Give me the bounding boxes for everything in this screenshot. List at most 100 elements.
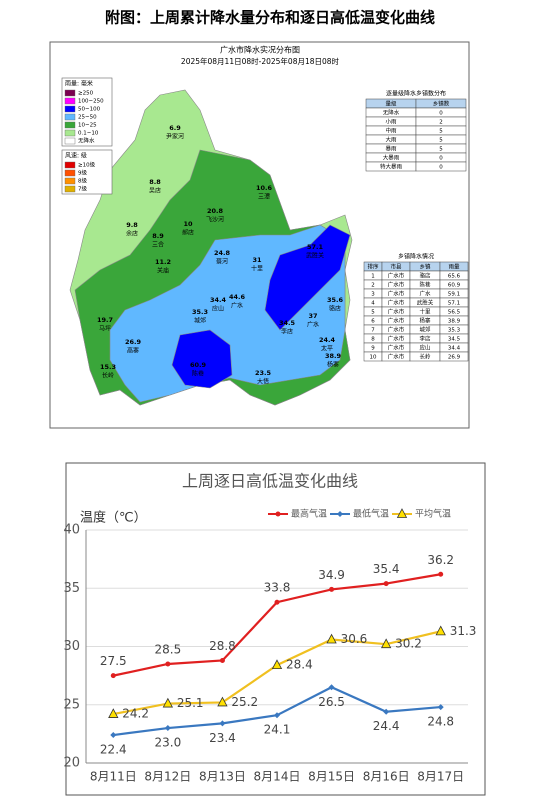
table-text: 34.4 bbox=[448, 346, 461, 352]
table-text: 4 bbox=[371, 301, 375, 307]
point bbox=[435, 625, 446, 636]
legend-label: 25~50 bbox=[78, 115, 97, 121]
station-value: 8.8 bbox=[149, 178, 161, 186]
y-axis-label: 温度（℃） bbox=[80, 510, 147, 526]
station-value: 34.4 bbox=[210, 296, 227, 304]
point bbox=[328, 684, 335, 691]
table-text: 60.9 bbox=[448, 283, 461, 289]
legend-swatch bbox=[64, 185, 76, 193]
data-label: 25.1 bbox=[177, 696, 204, 710]
table-text: 广水市 bbox=[388, 353, 405, 361]
point bbox=[383, 708, 390, 715]
data-label: 23.0 bbox=[154, 736, 181, 750]
station-value: 57.1 bbox=[307, 243, 324, 251]
table-text: 无降水 bbox=[383, 109, 400, 117]
legend-swatch bbox=[64, 113, 76, 121]
table-title: 乡镇降水情况 bbox=[398, 253, 434, 261]
point bbox=[337, 511, 343, 517]
point bbox=[274, 712, 280, 719]
station-value: 8.9 bbox=[152, 232, 164, 240]
station-value: 44.6 bbox=[229, 293, 246, 301]
table-text: 57.1 bbox=[448, 301, 460, 307]
table-text: 广水市 bbox=[388, 344, 405, 352]
legend-label: 10~25 bbox=[78, 123, 97, 129]
station-value: 15.3 bbox=[100, 363, 116, 371]
legend-title: 雨量: 毫米 bbox=[65, 80, 93, 88]
table-text: 2 bbox=[371, 283, 375, 289]
station-name: 城郊 bbox=[194, 317, 206, 325]
station-value: 20.8 bbox=[207, 207, 224, 215]
point bbox=[383, 581, 389, 587]
legend-swatch bbox=[64, 177, 76, 185]
legend-label: 平均气温 bbox=[415, 508, 451, 520]
legend-swatch bbox=[64, 137, 76, 145]
table-text: 广水 bbox=[419, 290, 431, 298]
table-text: 5 bbox=[439, 138, 443, 144]
station-value: 19.7 bbox=[97, 316, 113, 324]
station-name: 李店 bbox=[281, 328, 293, 336]
point bbox=[275, 511, 281, 517]
table-text: 骆店 bbox=[419, 272, 431, 280]
legend-swatch bbox=[64, 161, 76, 169]
table-text: 3 bbox=[371, 292, 375, 298]
table-text: 26.9 bbox=[448, 355, 461, 361]
data-label: 31.3 bbox=[450, 624, 477, 638]
legend-label: 最低气温 bbox=[353, 508, 389, 520]
y-tick-label: 35 bbox=[63, 581, 80, 596]
legend-swatch bbox=[64, 89, 76, 97]
station-name: 余店 bbox=[126, 230, 138, 238]
legend-label: 9级 bbox=[78, 169, 87, 177]
station-name: 应山 bbox=[212, 305, 224, 313]
legend-label: 无降水 bbox=[78, 137, 95, 145]
legend-label: 最高气温 bbox=[291, 508, 327, 520]
station-value: 24.8 bbox=[214, 249, 231, 257]
station-value: 38.9 bbox=[325, 352, 342, 360]
y-tick-label: 40 bbox=[63, 523, 80, 538]
station-name: 太平 bbox=[321, 345, 333, 353]
x-tick-label: 8月11日 bbox=[90, 770, 137, 784]
station-name: 杨寨 bbox=[327, 361, 339, 369]
map-region bbox=[171, 329, 233, 389]
legend-swatch bbox=[64, 105, 76, 113]
table-text: 应山 bbox=[419, 344, 430, 352]
point bbox=[219, 720, 226, 727]
table-text: 市县 bbox=[390, 263, 402, 271]
legend-label: ≥250 bbox=[78, 91, 94, 97]
point bbox=[162, 697, 174, 708]
data-label: 28.8 bbox=[209, 639, 236, 653]
station-name: 三合 bbox=[152, 241, 164, 249]
table-text: 8 bbox=[371, 337, 375, 343]
legend-label: 0.1~10 bbox=[78, 131, 99, 137]
legend-label: 7级 bbox=[78, 185, 87, 193]
x-tick-label: 8月16日 bbox=[363, 770, 410, 784]
table-text: 0 bbox=[439, 165, 443, 171]
table-text: 大暴雨 bbox=[383, 154, 400, 162]
station-value: 60.9 bbox=[190, 361, 207, 369]
map-subtitle: 2025年08月11日08时-2025年08月18日08时 bbox=[181, 56, 340, 66]
point bbox=[165, 661, 171, 667]
data-label: 23.4 bbox=[209, 731, 236, 745]
point bbox=[380, 638, 392, 649]
legend-label: 100~250 bbox=[78, 99, 104, 105]
map-region bbox=[264, 224, 351, 331]
x-tick-label: 8月14日 bbox=[254, 770, 301, 784]
legend-label: 8级 bbox=[78, 177, 87, 185]
station-name: 大悟 bbox=[257, 378, 269, 386]
table-text: 59.1 bbox=[448, 292, 460, 298]
table-text: 7 bbox=[371, 328, 375, 334]
data-label: 24.8 bbox=[427, 715, 454, 729]
table-text: 广水市 bbox=[388, 290, 405, 298]
point bbox=[326, 633, 337, 644]
point bbox=[219, 657, 225, 663]
station-value: 23.5 bbox=[255, 369, 272, 377]
table-text: 10 bbox=[370, 355, 377, 361]
x-tick-label: 8月17日 bbox=[417, 770, 464, 784]
station-name: 关庙 bbox=[157, 267, 169, 275]
table-text: 6 bbox=[371, 319, 375, 325]
table-text: 广水市 bbox=[388, 335, 405, 343]
map-title: 广水市降水实况分布图 bbox=[220, 45, 300, 55]
legend-swatch bbox=[64, 129, 76, 137]
data-label: 28.5 bbox=[154, 642, 181, 656]
table-text: 广水市 bbox=[388, 272, 405, 280]
